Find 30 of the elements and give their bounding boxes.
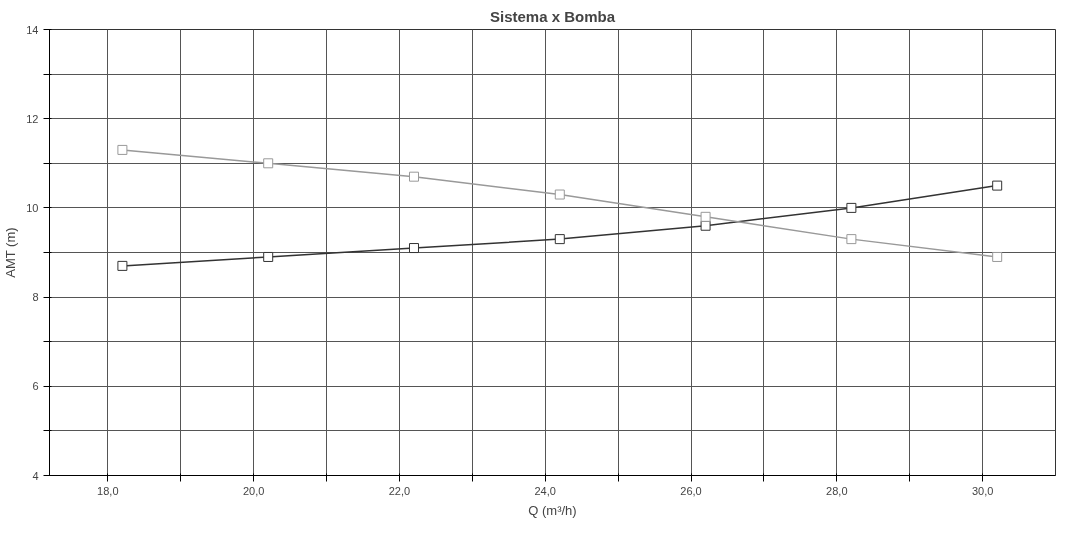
point bbox=[846, 202, 857, 213]
y-tick-label: 4 bbox=[32, 469, 39, 482]
x-tick-label: 18,0 bbox=[97, 484, 119, 497]
point bbox=[117, 260, 128, 271]
x-tick-label: 30,0 bbox=[971, 484, 994, 497]
point bbox=[408, 243, 419, 254]
point bbox=[992, 251, 1003, 262]
point bbox=[554, 234, 565, 245]
y-tick-label: 8 bbox=[32, 291, 39, 304]
x-tick-label: 28,0 bbox=[826, 484, 848, 497]
point bbox=[700, 211, 711, 222]
y-tick-label: 10 bbox=[26, 201, 39, 214]
chart-title: Sistema x Bomba bbox=[489, 7, 616, 25]
x-tick-label: 20,0 bbox=[242, 484, 265, 497]
point bbox=[263, 158, 274, 169]
x-axis-title: Q (m³/h) bbox=[528, 502, 577, 518]
point bbox=[554, 189, 565, 200]
y-tick-label: 14 bbox=[26, 23, 39, 36]
point bbox=[846, 234, 857, 245]
x-tick-label: 22,0 bbox=[388, 484, 411, 497]
point bbox=[117, 144, 128, 155]
point bbox=[263, 251, 274, 262]
point bbox=[408, 171, 419, 182]
y-tick-label: 12 bbox=[26, 112, 39, 125]
point bbox=[700, 220, 711, 231]
x-tick-label: 24,0 bbox=[534, 484, 556, 497]
point bbox=[992, 180, 1003, 191]
y-tick-label: 6 bbox=[32, 380, 39, 393]
y-axis-title: AMT (m) bbox=[3, 227, 19, 278]
x-tick-label: 26,0 bbox=[680, 484, 702, 497]
